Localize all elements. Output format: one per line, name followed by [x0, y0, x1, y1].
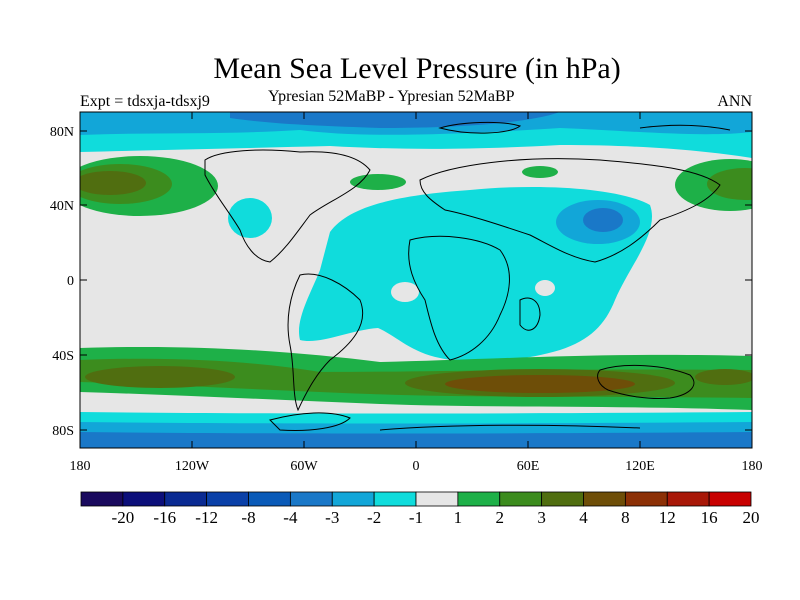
north-america-low — [228, 198, 272, 238]
antarctic-peninsula-coast — [269, 412, 351, 431]
asia-low-core — [583, 208, 623, 232]
colorbar-swatch — [122, 491, 166, 507]
lon-label: 120W — [175, 459, 210, 474]
colorbar-label: 8 — [621, 508, 630, 527]
lat-label: 80N — [50, 125, 74, 140]
map-field — [80, 112, 752, 448]
colorbar-label: 20 — [743, 508, 760, 527]
colorbar-swatch — [708, 491, 752, 507]
colorbar-label: 4 — [579, 508, 588, 527]
south-indian-high-core — [445, 375, 635, 393]
colorbar-swatch — [499, 491, 543, 507]
lat-label: 0 — [67, 274, 74, 289]
longitude-axis: 180 120W 60W 0 60E 120E 180 — [70, 112, 763, 474]
colorbar-label: 3 — [537, 508, 546, 527]
colorbar-label: 1 — [454, 508, 463, 527]
north-america-coast — [204, 149, 371, 263]
colorbar-swatch — [289, 491, 333, 507]
colorbar-label: -2 — [367, 508, 381, 527]
lon-label: 0 — [413, 459, 420, 474]
colorbar-label: 16 — [701, 508, 718, 527]
experiment-label: Expt = tdsxja-tdsxj9 — [80, 93, 210, 110]
africa-coast — [408, 235, 510, 361]
colorbar-swatch — [666, 491, 710, 507]
colorbar-swatch — [624, 491, 668, 507]
australia-antarctica-coast — [597, 364, 695, 399]
colorbar-label: -20 — [112, 508, 135, 527]
lon-label: 60W — [290, 459, 318, 474]
eurasia-coast — [419, 158, 721, 263]
colorbar-swatch — [583, 491, 626, 507]
colorbar-label: -3 — [325, 508, 339, 527]
comparison-label: Ypresian 52MaBP - Ypresian 52MaBP — [268, 88, 515, 105]
colorbar-swatch — [331, 491, 375, 507]
lat-label: 40S — [52, 349, 74, 364]
siberia-coast — [639, 124, 731, 131]
south-high-east-core — [695, 369, 752, 385]
north-pacific-high-core — [80, 171, 146, 195]
colorbar-swatch — [80, 491, 124, 507]
colorbar-label: 12 — [659, 508, 676, 527]
indian-neutral-patch — [535, 280, 555, 296]
colorbar-swatch — [248, 491, 291, 507]
india-coast — [519, 297, 541, 331]
lon-label: 180 — [70, 459, 91, 474]
antarctica-coast — [379, 424, 641, 431]
south-low-core — [80, 432, 752, 448]
lat-label: 80S — [52, 424, 74, 439]
colorbar-label: 2 — [496, 508, 505, 527]
colorbar-swatch — [415, 491, 459, 507]
atlantic-high-patch — [350, 174, 406, 190]
lat-label: 40N — [50, 199, 74, 214]
chart-title: Mean Sea Level Pressure (in hPa) — [213, 52, 621, 85]
colorbar-label: -8 — [241, 508, 255, 527]
lon-label: 180 — [742, 459, 763, 474]
colorbar-label: -12 — [195, 508, 218, 527]
colorbar-swatch — [164, 491, 208, 507]
colorbar-swatch — [373, 491, 417, 507]
coastlines — [204, 121, 731, 431]
north-low-core — [230, 112, 560, 128]
colorbar-label: -4 — [283, 508, 298, 527]
latitude-axis: 80N 40N 0 40S 80S — [50, 125, 752, 439]
colorbar: -20 -16 -12 -8 -4 -3 -2 -1 1 2 3 4 8 12 16 20 — [80, 491, 760, 527]
south-america-coast — [287, 273, 364, 412]
colorbar-swatch — [206, 491, 249, 507]
colorbar-swatch — [541, 491, 584, 507]
atlantic-neutral-patch — [391, 282, 419, 302]
lon-label: 120E — [625, 459, 655, 474]
colorbar-label: -1 — [409, 508, 423, 527]
colorbar-swatch — [457, 491, 501, 507]
arctic-island-coast — [438, 121, 522, 134]
asia-high-patch — [522, 166, 558, 178]
south-pacific-high-core — [85, 366, 235, 388]
lon-label: 60E — [517, 459, 540, 474]
colorbar-label: -16 — [153, 508, 176, 527]
period-label: ANN — [717, 93, 752, 110]
north-pacific-high-east-mid — [707, 168, 752, 200]
